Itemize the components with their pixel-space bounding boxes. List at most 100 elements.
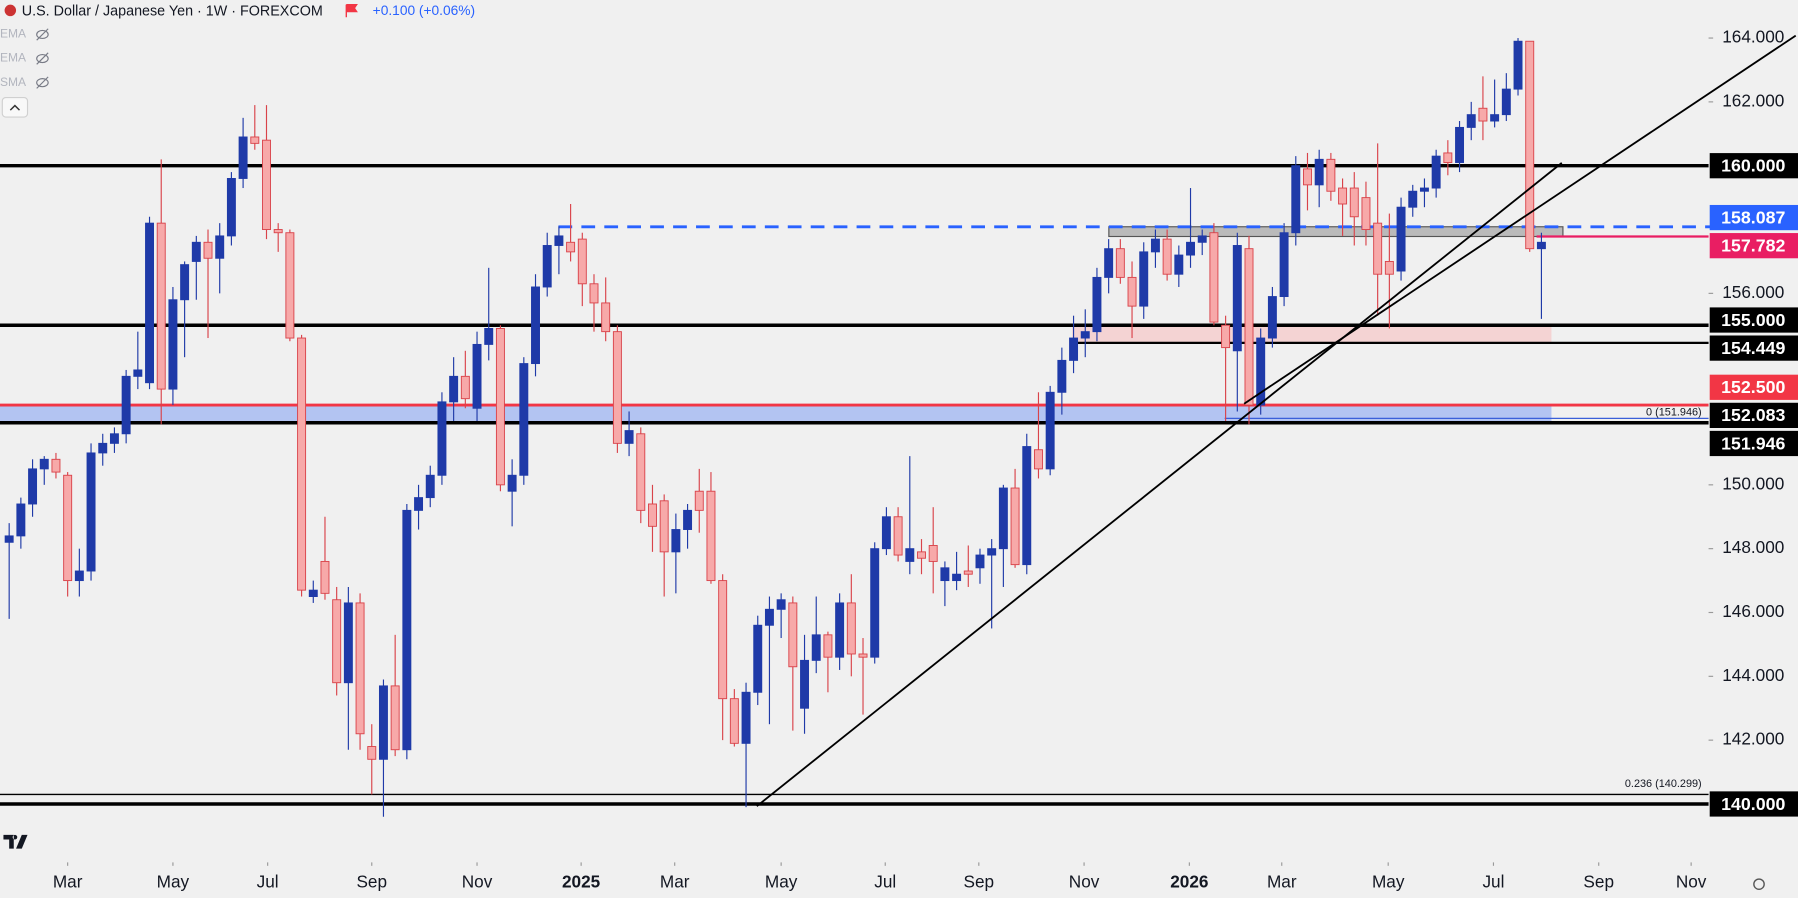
candle-body xyxy=(636,433,646,511)
price-label: 157.782 xyxy=(1721,236,1785,256)
candle-body xyxy=(1419,187,1429,192)
candle-body xyxy=(671,529,681,553)
candle-body xyxy=(1314,158,1324,186)
price-label-bg xyxy=(1709,791,1798,817)
candle-body xyxy=(1349,187,1359,218)
candle-body xyxy=(109,433,119,444)
candle-body xyxy=(378,685,388,760)
candle-body xyxy=(952,573,962,582)
eye-icons[interactable] xyxy=(36,28,49,89)
x-tick-label: Sep xyxy=(1583,872,1614,892)
price-label: 160.000 xyxy=(1721,156,1785,176)
candle-body xyxy=(250,136,260,144)
x-tick-label: 2025 xyxy=(562,872,601,892)
candle-body xyxy=(1326,158,1336,192)
candle-body xyxy=(507,474,517,492)
candle-body xyxy=(858,653,868,658)
price-label-bg xyxy=(1709,204,1798,231)
candle-body xyxy=(764,608,774,626)
candle-body xyxy=(203,241,213,259)
candle-body xyxy=(823,634,833,658)
x-tick-label: Nov xyxy=(1069,872,1100,892)
price-label: 151.946 xyxy=(1721,433,1785,453)
flag-icon[interactable] xyxy=(345,3,358,18)
x-tick-label: 2026 xyxy=(1170,872,1208,892)
candle-body xyxy=(612,331,622,444)
candle-body xyxy=(1033,449,1043,470)
candle-body xyxy=(554,235,564,246)
candle-body xyxy=(367,746,377,760)
candle-body xyxy=(308,589,318,597)
indicator-label[interactable]: EMA xyxy=(0,51,26,65)
price-label-bg xyxy=(1709,335,1798,361)
price-label-bg xyxy=(1709,402,1798,429)
x-tick-label: Mar xyxy=(660,872,690,892)
candle-body xyxy=(449,375,459,403)
candle-body xyxy=(1127,276,1137,307)
candle-body xyxy=(273,229,283,234)
candle-body xyxy=(1197,235,1207,243)
candle-body xyxy=(121,375,131,435)
price-label-bg xyxy=(1709,233,1798,259)
candle-body xyxy=(811,634,821,661)
candle-body xyxy=(917,551,926,559)
price-label-bg xyxy=(1709,374,1798,400)
candle-body xyxy=(39,458,49,470)
candle-body xyxy=(776,599,786,610)
candle-body xyxy=(1092,276,1102,333)
trendline xyxy=(1243,34,1797,405)
candle-body xyxy=(156,222,166,390)
candle-body xyxy=(1384,260,1394,275)
logo xyxy=(3,834,28,849)
price-label: 152.083 xyxy=(1721,405,1785,425)
x-tick-label: Jul xyxy=(874,872,896,892)
y-tick-label: 142.000 xyxy=(1722,729,1784,749)
x-tick-label: Nov xyxy=(462,872,493,892)
candle-body xyxy=(1396,206,1406,272)
candle-body xyxy=(998,487,1008,550)
candle-body xyxy=(74,570,84,582)
candle-body xyxy=(1186,241,1195,256)
candle-body xyxy=(881,516,891,550)
candle-body xyxy=(262,139,271,230)
candle-body xyxy=(577,238,587,285)
price-label: 152.500 xyxy=(1721,377,1785,397)
price-axis: 164.000 162.000 156.000 150.000 148.000 146.0… xyxy=(1708,27,1798,817)
candle-body xyxy=(1209,232,1219,323)
candle-body xyxy=(133,369,143,377)
candle-body xyxy=(870,548,880,658)
indicator-label[interactable]: EMA xyxy=(0,27,26,41)
candle-body xyxy=(1513,40,1523,90)
candle-body xyxy=(180,264,190,301)
x-tick-label: Jul xyxy=(1482,872,1504,892)
price-label-bg xyxy=(1709,153,1798,179)
zone xyxy=(1108,226,1564,238)
candle-body xyxy=(484,328,494,345)
x-tick-label: Mar xyxy=(1267,872,1297,892)
candle-body xyxy=(531,286,540,365)
y-tick-label: 148.000 xyxy=(1722,537,1784,557)
candle-body xyxy=(963,570,973,575)
price-label: 155.000 xyxy=(1721,310,1785,330)
indicator-label[interactable]: SMA xyxy=(0,75,26,89)
candle-body xyxy=(1057,359,1067,393)
candle-body xyxy=(648,503,657,527)
symbol-icon xyxy=(4,4,17,17)
y-tick-label: 156.000 xyxy=(1722,282,1784,302)
x-tick-label: Mar xyxy=(53,872,83,892)
candle-body xyxy=(1022,446,1032,566)
candle-body xyxy=(1104,248,1114,278)
candle-body xyxy=(1080,331,1090,339)
candle-body xyxy=(86,452,96,572)
y-tick-label: 146.000 xyxy=(1722,601,1784,621)
candle-body xyxy=(542,245,552,288)
candle-body xyxy=(63,474,73,582)
x-tick-label: Nov xyxy=(1676,872,1707,892)
x-tick-label: Sep xyxy=(964,872,995,892)
collapse-button[interactable] xyxy=(1,96,29,118)
candle-body xyxy=(1162,238,1172,275)
candle-body xyxy=(1256,337,1266,406)
settings-icon[interactable] xyxy=(1753,878,1765,891)
